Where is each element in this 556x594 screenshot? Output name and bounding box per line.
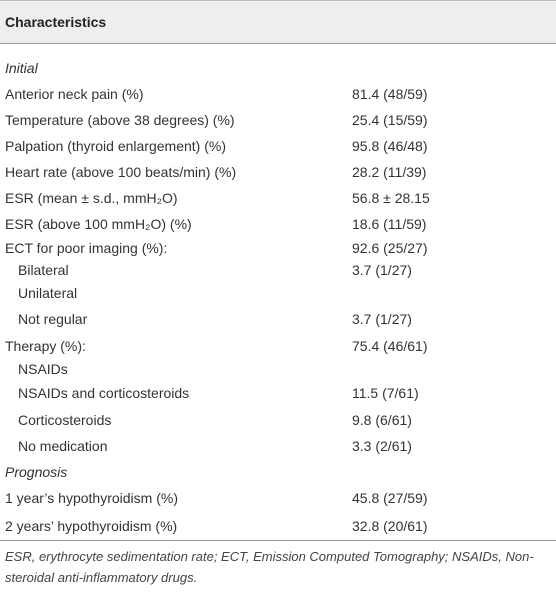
row-label: No medication: [18, 438, 108, 454]
row-value: 3.7 (1/27): [352, 262, 412, 278]
table-row: Therapy (%): 75.4 (46/61): [0, 333, 556, 359]
row-label: ESR (above 100 mmH₂O) (%): [5, 216, 192, 232]
table-row: No medication 3.3 (2/61): [0, 433, 556, 459]
row-label: Prognosis: [5, 464, 68, 480]
row-label: 2 years’ hypothyroidism (%): [5, 517, 178, 534]
table-row: Anterior neck pain (%) 81.4 (48/59): [0, 81, 556, 107]
row-label: Not regular: [18, 311, 88, 327]
table-row: Corticosteroids 9.8 (6/61): [0, 407, 556, 433]
row-label: Initial: [5, 60, 38, 76]
row-value: 9.8 (6/61): [352, 412, 412, 428]
row-label: Corticosteroids: [18, 412, 112, 428]
table-row: ESR (mean ± s.d., mmH₂O) 56.8 ± 28.15: [0, 185, 556, 211]
table-row: 2 years’ hypothyroidism (%) 32.8 (20/61): [0, 511, 556, 540]
table-row: Bilateral 3.7 (1/27): [0, 259, 556, 281]
row-value: 81.4 (48/59): [352, 86, 428, 102]
footnote: ESR, erythrocyte sedimentation rate; ECT…: [5, 549, 534, 585]
row-label: Bilateral: [18, 262, 69, 278]
row-value: 3.7 (1/27): [352, 311, 412, 327]
table-row: ECT for poor imaging (%): 92.6 (25/27): [0, 237, 556, 259]
table-row: Heart rate (above 100 beats/min) (%) 28.2…: [0, 159, 556, 185]
table-row: Palpation (thyroid enlargement) (%) 95.8 …: [0, 133, 556, 159]
row-label: 1 year’s hypothyroidism (%): [5, 490, 178, 506]
row-value: 28.2 (11/39): [352, 164, 427, 180]
table-row: Temperature (above 38 degrees) (%) 25.4 (…: [0, 107, 556, 133]
row-value: 92.6 (25/27): [352, 240, 428, 256]
table-header: Characteristics: [0, 0, 556, 44]
table-row: NSAIDs: [0, 359, 556, 379]
row-value: 25.4 (15/59): [352, 112, 428, 128]
table-row: Initial: [0, 55, 556, 81]
row-label: Palpation (thyroid enlargement) (%): [5, 138, 226, 154]
row-label: Temperature (above 38 degrees) (%): [5, 112, 235, 128]
row-value: 75.4 (46/61): [352, 338, 428, 354]
table-row: Not regular 3.7 (1/27): [0, 305, 556, 333]
row-label: ESR (mean ± s.d., mmH₂O): [5, 190, 178, 206]
row-value: 32.8 (20/61): [352, 517, 428, 534]
header-title: Characteristics: [5, 14, 107, 30]
row-label: NSAIDs: [18, 361, 68, 377]
row-label: Unilateral: [18, 285, 78, 301]
row-value: 45.8 (27/59): [352, 490, 428, 506]
row-label: NSAIDs and corticosteroids: [18, 385, 190, 401]
row-value: 18.6 (11/59): [352, 216, 427, 232]
row-label: Heart rate (above 100 beats/min) (%): [5, 164, 237, 180]
bottom-rule: [0, 540, 556, 541]
row-value: 3.3 (2/61): [352, 438, 412, 454]
table-body: Initial Anterior neck pain (%) 81.4 (48/59…: [0, 55, 556, 540]
row-value: 95.8 (46/48): [352, 138, 428, 154]
row-label: Anterior neck pain (%): [5, 86, 144, 102]
row-label: ECT for poor imaging (%):: [5, 240, 168, 256]
row-value: 56.8 ± 28.15: [352, 190, 430, 206]
row-label: Therapy (%):: [5, 338, 86, 354]
table-row: 1 year’s hypothyroidism (%) 45.8 (27/59): [0, 485, 556, 511]
table-row: Prognosis: [0, 459, 556, 485]
table-row: ESR (above 100 mmH₂O) (%) 18.6 (11/59): [0, 211, 556, 237]
table-row: NSAIDs and corticosteroids 11.5 (7/61): [0, 379, 556, 407]
row-value: 11.5 (7/61): [352, 385, 419, 401]
table-row: Unilateral: [0, 281, 556, 305]
